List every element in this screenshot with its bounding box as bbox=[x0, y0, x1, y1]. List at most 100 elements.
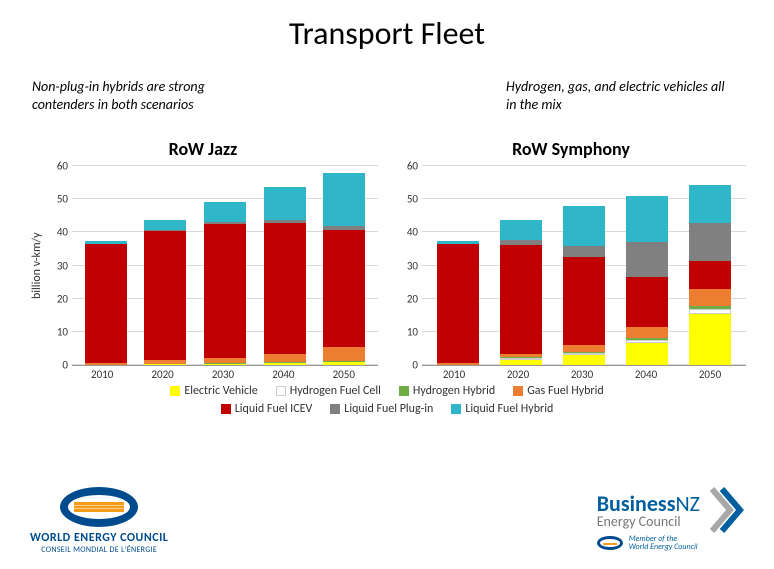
bar-segment-icev bbox=[437, 244, 479, 363]
page-title: Transport Fleet bbox=[0, 0, 774, 53]
bar-segment-liqhyb bbox=[500, 220, 542, 240]
xtick: 2050 bbox=[323, 368, 365, 381]
legend-swatch-icon bbox=[276, 386, 286, 396]
wec-logo-name: WORLD ENERGY COUNCIL bbox=[30, 531, 168, 545]
chart-jazz-plot: 0102030405060 bbox=[72, 166, 378, 366]
ytick: 60 bbox=[48, 160, 68, 173]
bar bbox=[563, 206, 605, 365]
bar-segment-icev bbox=[264, 223, 306, 354]
legend-swatch-icon bbox=[330, 404, 340, 414]
legend-label: Electric Vehicle bbox=[184, 384, 257, 398]
xtick: 2040 bbox=[262, 368, 304, 381]
xtick: 2050 bbox=[689, 368, 731, 381]
caption-right: Hydrogen, gas, and electric vehicles all… bbox=[506, 78, 726, 113]
mini-wec-icon bbox=[597, 536, 623, 550]
bar-segment-plugin bbox=[563, 246, 605, 258]
legend-label: Gas Fuel Hybrid bbox=[527, 384, 603, 398]
legend: Electric Vehicle Hydrogen Fuel Cell Hydrog… bbox=[0, 384, 774, 416]
chart-symphony-plot: 0102030405060 bbox=[422, 166, 746, 366]
ytick: 20 bbox=[48, 292, 68, 305]
bar bbox=[437, 241, 479, 365]
bar bbox=[144, 220, 186, 365]
bar-segment-electric bbox=[323, 362, 365, 365]
legend-label: Liquid Fuel Hybrid bbox=[465, 402, 553, 416]
bar-segment-icev bbox=[323, 230, 365, 348]
xtick: 2030 bbox=[561, 368, 603, 381]
bar-segment-plugin bbox=[626, 242, 668, 277]
bar-segment-electric bbox=[264, 363, 306, 365]
legend-item-icev: Liquid Fuel ICEV bbox=[221, 402, 313, 416]
member-text: Member of the World Energy Council bbox=[629, 535, 698, 552]
bar-segment-liqhyb bbox=[204, 202, 246, 222]
bar-segment-gashyb bbox=[626, 327, 668, 339]
chart-symphony-xticks: 20102020203020402050 bbox=[396, 366, 746, 381]
bar-segment-icev bbox=[563, 257, 605, 345]
legend-label: Hydrogen Hybrid bbox=[413, 384, 495, 398]
bar-segment-gashyb bbox=[85, 363, 127, 365]
bar bbox=[500, 220, 542, 365]
chart-jazz: RoW Jazz billion v-km/y 0102030405060 20… bbox=[28, 138, 378, 381]
legend-swatch-icon bbox=[513, 386, 523, 396]
bar bbox=[626, 196, 668, 365]
bar-segment-gashyb bbox=[264, 354, 306, 362]
xtick: 2010 bbox=[433, 368, 475, 381]
bar-segment-icev bbox=[85, 244, 127, 363]
bar-segment-liqhyb bbox=[264, 187, 306, 220]
legend-swatch-icon bbox=[399, 386, 409, 396]
bar-segment-liqhyb bbox=[144, 220, 186, 230]
legend-item-liqhyb: Liquid Fuel Hybrid bbox=[451, 402, 553, 416]
ytick: 10 bbox=[398, 325, 418, 338]
bar-segment-icev bbox=[689, 261, 731, 289]
bar-segment-electric bbox=[500, 360, 542, 365]
bar-segment-electric bbox=[689, 314, 731, 365]
bar-segment-liqhyb bbox=[563, 206, 605, 246]
bar-segment-electric bbox=[204, 364, 246, 365]
bar-segment-icev bbox=[500, 245, 542, 354]
bar-segment-electric bbox=[144, 364, 186, 365]
bar bbox=[689, 185, 731, 365]
legend-item-plugin: Liquid Fuel Plug-in bbox=[330, 402, 433, 416]
legend-item-gashyb: Gas Fuel Hybrid bbox=[513, 384, 603, 398]
bar-segment-electric bbox=[563, 355, 605, 365]
legend-item-electric: Electric Vehicle bbox=[170, 384, 257, 398]
ytick: 40 bbox=[48, 226, 68, 239]
wec-logo-icon bbox=[60, 487, 138, 527]
bar-segment-icev bbox=[204, 224, 246, 358]
chart-symphony-title: RoW Symphony bbox=[396, 138, 746, 160]
legend-swatch-icon bbox=[451, 404, 461, 414]
bar bbox=[264, 187, 306, 365]
bar-segment-gashyb bbox=[323, 347, 365, 360]
bar-segment-icev bbox=[626, 277, 668, 327]
chart-jazz-title: RoW Jazz bbox=[28, 138, 378, 160]
bar-segment-liqhyb bbox=[323, 173, 365, 226]
ytick: 10 bbox=[48, 325, 68, 338]
chart-jazz-ylabel: billion v-km/y bbox=[28, 166, 46, 366]
chart-jazz-xticks: 2010 2020 2030 2040 2050 bbox=[28, 366, 378, 381]
chart-symphony: RoW Symphony 0102030405060 2010202020302… bbox=[396, 138, 746, 381]
bar bbox=[204, 202, 246, 365]
ytick: 60 bbox=[398, 160, 418, 173]
wec-logo: WORLD ENERGY COUNCIL CONSEIL MONDIAL DE … bbox=[30, 487, 168, 555]
bar-segment-plugin bbox=[689, 223, 731, 261]
legend-item-h2fc: Hydrogen Fuel Cell bbox=[276, 384, 381, 398]
xtick: 2020 bbox=[142, 368, 184, 381]
bar-segment-icev bbox=[144, 231, 186, 360]
bar-segment-gashyb bbox=[563, 345, 605, 352]
bar-segment-gashyb bbox=[689, 289, 731, 306]
ytick: 30 bbox=[48, 259, 68, 272]
xtick: 2040 bbox=[625, 368, 667, 381]
ytick: 30 bbox=[398, 259, 418, 272]
logo-row: WORLD ENERGY COUNCIL CONSEIL MONDIAL DE … bbox=[0, 487, 774, 555]
bar bbox=[85, 241, 127, 365]
businessnz-logo: BusinessNZ Energy Council Member of the … bbox=[597, 487, 744, 555]
charts-row: RoW Jazz billion v-km/y 0102030405060 20… bbox=[28, 138, 746, 381]
legend-swatch-icon bbox=[170, 386, 180, 396]
xtick: 2010 bbox=[81, 368, 123, 381]
chevron-icon bbox=[710, 487, 744, 533]
legend-swatch-icon bbox=[221, 404, 231, 414]
bar-segment-liqhyb bbox=[689, 185, 731, 223]
xtick: 2030 bbox=[202, 368, 244, 381]
legend-label: Liquid Fuel ICEV bbox=[235, 402, 313, 416]
ytick: 50 bbox=[48, 193, 68, 206]
bar-segment-liqhyb bbox=[626, 196, 668, 242]
